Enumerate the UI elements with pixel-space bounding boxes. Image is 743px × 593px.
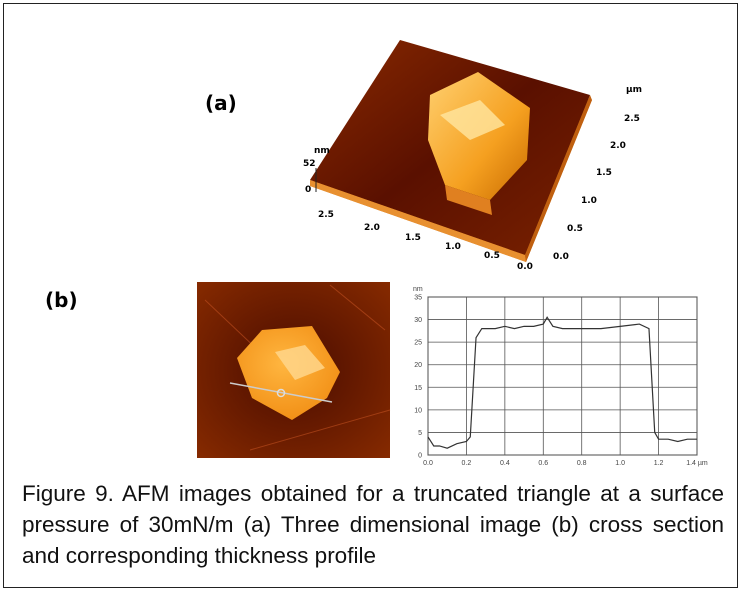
profile-line	[428, 317, 697, 448]
y-unit: nm	[413, 286, 423, 293]
y-tick-label: 1.5	[596, 168, 612, 178]
x-tick-label: 0.6	[538, 460, 548, 467]
plot-frame	[428, 297, 697, 455]
x-tick-label: 2.0	[364, 223, 380, 233]
afm-3d-image	[310, 40, 592, 262]
x-tick-label: 1.0	[615, 460, 625, 467]
y-tick-label: 5	[418, 430, 422, 437]
x-tick-label: 1.0	[445, 242, 461, 252]
y-tick-label: 30	[414, 317, 422, 324]
x-tick-label: 1.2	[654, 460, 664, 467]
x-tick-label: 1.4 µm	[686, 460, 708, 467]
y-tick-label: 0.5	[567, 224, 583, 234]
x-tick-label: 2.5	[318, 210, 334, 220]
y-tick-label: 35	[414, 295, 422, 302]
x-tick-label: 0.8	[577, 460, 587, 467]
z-tick-label: 0	[305, 185, 311, 195]
x-tick-label: 0.0	[517, 262, 533, 272]
panel-label: (b)	[45, 288, 78, 312]
afm-2d-image	[197, 282, 390, 458]
y-tick-label: 10	[414, 407, 422, 414]
caption: Figure 9. AFM images obtained for a trun…	[22, 478, 724, 571]
y-tick-label: 20	[414, 362, 422, 369]
x-tick-label: 0.5	[484, 251, 500, 261]
x-tick-label: 1.5	[405, 233, 421, 243]
y-tick-label: 2.5	[624, 114, 640, 124]
y-tick-label: 15	[414, 385, 422, 392]
x-tick-label: 0.4	[500, 460, 510, 467]
y-tick-label: 0.0	[553, 252, 569, 262]
z-unit: nm	[314, 146, 330, 156]
x-tick-label: 0.2	[462, 460, 472, 467]
y-tick-label: 25	[414, 340, 422, 347]
y-unit: µm	[626, 85, 642, 95]
page: (a)(b)nm5202.52.01.51.00.50.00.00.51.01.…	[0, 0, 743, 593]
y-tick-label: 2.0	[610, 141, 626, 151]
x-tick-label: 0.0	[423, 460, 433, 467]
z-tick-label: 52	[303, 159, 316, 169]
y-tick-label: 0	[418, 453, 422, 460]
y-tick-label: 1.0	[581, 196, 597, 206]
panel-label: (a)	[205, 91, 237, 115]
